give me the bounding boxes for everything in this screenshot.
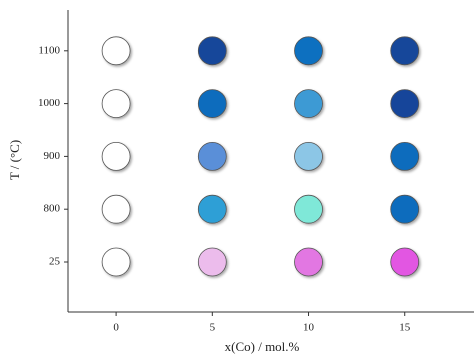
sample-dot [294, 194, 323, 224]
sample-dot [197, 141, 227, 171]
x-tick-label: 15 [399, 322, 411, 334]
x-tick-label: 10 [303, 322, 315, 334]
sample-dot [294, 36, 323, 66]
y-tick-label: 1100 [38, 44, 60, 56]
sample-dot [294, 141, 323, 171]
x-tick-label: 0 [113, 322, 119, 334]
x-axis-label: x(Co) / mol.% [225, 339, 300, 354]
y-tick-label: 25 [49, 256, 61, 268]
sample-dot [101, 36, 131, 66]
sample-dot [390, 247, 420, 277]
sample-dot [294, 89, 323, 118]
sample-dot [390, 89, 420, 118]
sample-dot [390, 141, 420, 171]
sample-dot [101, 194, 131, 224]
sample-dot [197, 89, 227, 118]
y-tick-label: 800 [44, 203, 61, 215]
y-tick-label: 1000 [38, 97, 61, 109]
x-tick-label: 5 [210, 322, 216, 334]
sample-dot [101, 89, 131, 118]
sample-dot [197, 247, 227, 277]
sample-dot [101, 141, 131, 171]
y-tick-label: 900 [44, 150, 61, 162]
sample-dot [390, 36, 420, 66]
sample-dot [197, 194, 227, 224]
sample-dot [390, 194, 420, 224]
y-axis-label: T / (°C) [7, 140, 22, 180]
sample-dot [101, 247, 131, 277]
sample-dot [197, 36, 227, 66]
sample-dot [294, 247, 323, 277]
